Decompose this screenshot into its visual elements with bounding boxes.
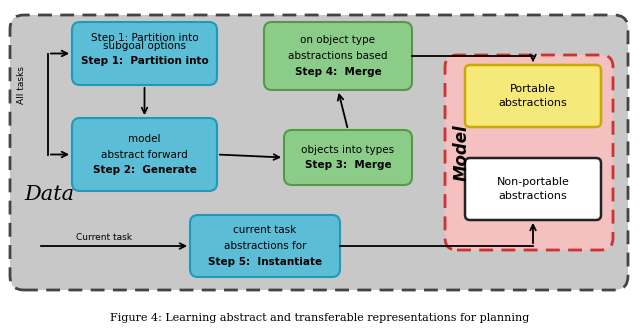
Text: objects into types: objects into types: [301, 145, 395, 155]
Text: abstract forward: abstract forward: [101, 150, 188, 160]
Text: subgoal options: subgoal options: [103, 41, 186, 51]
Text: Figure 4: Learning abstract and transferable representations for planning: Figure 4: Learning abstract and transfer…: [110, 313, 530, 323]
Text: Step 1:  Partition into: Step 1: Partition into: [81, 56, 209, 66]
Text: current task: current task: [234, 225, 296, 235]
FancyBboxPatch shape: [284, 130, 412, 185]
FancyBboxPatch shape: [465, 158, 601, 220]
FancyBboxPatch shape: [72, 22, 217, 85]
FancyBboxPatch shape: [264, 22, 412, 90]
Text: Step 3:  Merge: Step 3: Merge: [305, 160, 391, 170]
Text: on object type: on object type: [301, 35, 376, 45]
Text: Step 4:  Merge: Step 4: Merge: [294, 67, 381, 76]
FancyBboxPatch shape: [10, 15, 628, 290]
Text: abstractions for: abstractions for: [224, 241, 307, 251]
Text: Step 5:  Instantiate: Step 5: Instantiate: [208, 257, 322, 267]
Text: Step 1: Partition into: Step 1: Partition into: [91, 33, 198, 43]
FancyBboxPatch shape: [465, 65, 601, 127]
Text: Portable
abstractions: Portable abstractions: [499, 84, 568, 108]
Text: Data: Data: [24, 185, 74, 205]
FancyBboxPatch shape: [72, 118, 217, 191]
Text: Step 2:  Generate: Step 2: Generate: [93, 165, 196, 175]
Text: model: model: [128, 134, 161, 144]
Text: abstractions based: abstractions based: [288, 51, 388, 61]
FancyBboxPatch shape: [445, 55, 613, 250]
Text: All tasks: All tasks: [17, 66, 26, 104]
FancyBboxPatch shape: [190, 215, 340, 277]
Text: Model: Model: [453, 124, 471, 181]
Text: Current task: Current task: [76, 233, 132, 243]
Text: Non-portable
abstractions: Non-portable abstractions: [497, 177, 570, 201]
